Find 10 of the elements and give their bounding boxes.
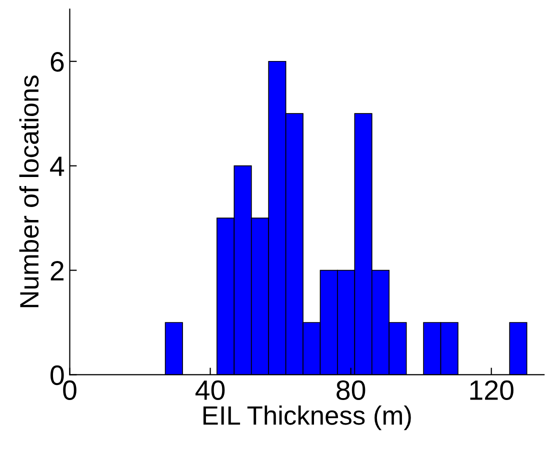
x-axis-title: EIL Thickness (m) <box>203 405 411 430</box>
y-tick-label: 4 <box>50 156 64 176</box>
x-tick-label: 80 <box>336 380 366 400</box>
x-tick-label: 40 <box>195 380 225 400</box>
y-axis-title: Number of locations <box>19 76 39 308</box>
y-tick-label: 0 <box>50 365 64 386</box>
y-tick-label: 6 <box>50 52 64 72</box>
y-tick-label: 2 <box>50 260 64 280</box>
x-tick-label: 0 <box>63 380 76 400</box>
x-tick-label: 120 <box>470 380 514 400</box>
